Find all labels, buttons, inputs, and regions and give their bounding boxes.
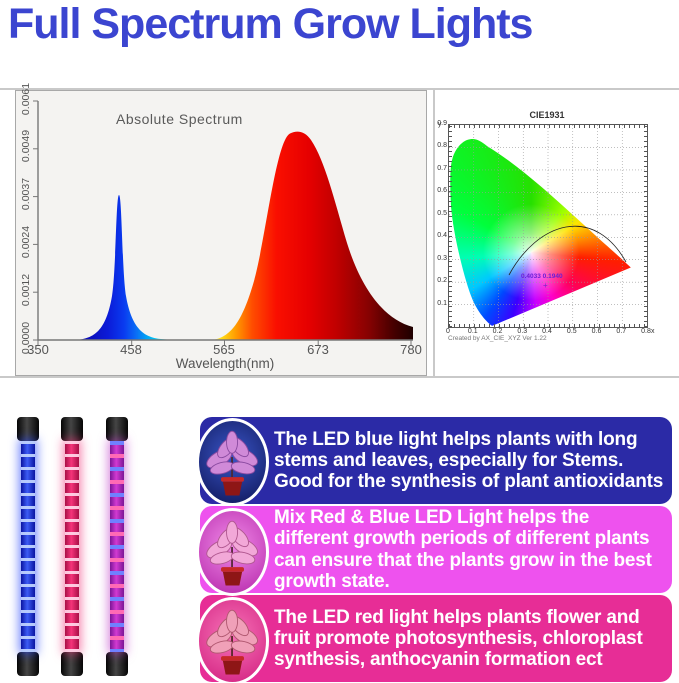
cie-chart-title: CIE1931 xyxy=(529,110,565,120)
cie-y-axis-label: y xyxy=(438,121,442,128)
y-axis-tick: 0.0049 xyxy=(20,129,32,163)
cie-tick-marks xyxy=(449,125,452,327)
tube-body xyxy=(21,441,35,652)
mixed-led-tube xyxy=(106,417,128,676)
x-axis-tick: 780 xyxy=(400,342,422,357)
red-led-tube xyxy=(61,417,83,676)
cie-x-tick: 0.3 xyxy=(517,328,528,335)
cie-chart: CIE1931 y xyxy=(437,90,679,376)
cie-credit-text: Created by AX_CIE_XYZ Ver 1.22 xyxy=(448,335,547,342)
chart-divider xyxy=(433,90,435,376)
y-axis-tick: 0.0037 xyxy=(20,177,32,211)
tube-end-cap xyxy=(17,652,39,676)
tube-end-cap xyxy=(17,417,39,441)
plant-illustration xyxy=(206,430,258,496)
spectrum-chart-title: Absolute Spectrum xyxy=(116,111,243,127)
cie-grid-overlay xyxy=(449,125,647,327)
plant-photo-red-light xyxy=(196,597,269,683)
info-text: Mix Red & Blue LED Light helps the diffe… xyxy=(274,506,652,592)
x-axis-tick: 565 xyxy=(213,342,235,357)
cie-point-marker: + xyxy=(543,281,548,290)
cie-plot: 0.4033 0.1940 + xyxy=(448,124,648,328)
cie-x-tick: 0.6 xyxy=(591,328,602,335)
info-text: The LED red light helps plants flower an… xyxy=(274,606,643,671)
red-peak-area xyxy=(212,131,413,340)
led-chips xyxy=(110,441,124,652)
cie-x-tick: 0.5 xyxy=(566,328,577,335)
plant-photo-blue-light xyxy=(196,418,269,506)
cie-y-tick: 0.3 xyxy=(437,254,447,262)
x-axis-label: Wavelength(nm) xyxy=(175,356,275,371)
tube-end-cap xyxy=(106,417,128,441)
y-axis-tick: 0.0061 xyxy=(20,82,32,116)
cie-y-tick: 0.6 xyxy=(437,187,447,195)
led-chips xyxy=(65,441,79,652)
x-axis-tick: 350 xyxy=(27,342,49,357)
tube-end-cap xyxy=(61,652,83,676)
cie-tick-marks xyxy=(449,125,647,128)
plant-photo-mixed-light xyxy=(196,508,269,596)
blue-led-tube xyxy=(17,417,39,676)
cie-x-axis-label: x xyxy=(651,328,655,335)
spectrum-chart: Absolute Spectrum 0.0000 0.0012 0.0024 0… xyxy=(15,83,427,376)
cie-y-tick: 0.4 xyxy=(437,232,447,240)
page-title: Full Spectrum Grow Lights xyxy=(8,0,533,48)
tube-body xyxy=(65,441,79,652)
y-axis-tick: 0.0012 xyxy=(20,273,32,307)
cie-x-tick: 0 xyxy=(446,328,450,335)
x-axis-tick: 673 xyxy=(307,342,329,357)
info-block-blue-light: The LED blue light helps plants with lon… xyxy=(200,417,672,504)
cie-x-tick: 0.2 xyxy=(492,328,503,335)
tube-body xyxy=(110,441,124,652)
cie-x-tick: 0.4 xyxy=(542,328,552,335)
cie-x-tick: 0.7 xyxy=(616,328,627,335)
cie-y-tick: 0.1 xyxy=(437,299,447,307)
cie-y-tick: 0.7 xyxy=(437,164,447,172)
info-block-red-light: The LED red light helps plants flower an… xyxy=(200,595,672,682)
planckian-locus xyxy=(508,225,627,276)
info-text: The LED blue light helps plants with lon… xyxy=(274,428,664,493)
info-block-mixed-light: Mix Red & Blue LED Light helps the diffe… xyxy=(200,506,672,593)
tube-end-cap xyxy=(61,417,83,441)
y-axis-tick: 0.0024 xyxy=(20,225,32,259)
cie-y-tick: 0.9 xyxy=(437,120,447,127)
plant-illustration xyxy=(206,520,258,586)
charts-strip: Absolute Spectrum 0.0000 0.0012 0.0024 0… xyxy=(0,83,679,378)
cie-annotation: 0.4033 0.1940 xyxy=(521,273,563,280)
cie-y-tick: 0.8 xyxy=(437,142,447,150)
cie-tick-marks xyxy=(449,324,647,327)
plant-illustration xyxy=(206,609,258,675)
cie-tick-marks xyxy=(644,125,647,327)
cie-x-tick: 0.8 xyxy=(641,328,651,335)
cie-y-tick: 0.5 xyxy=(437,209,447,217)
blue-peak-area xyxy=(76,195,191,340)
x-axis-tick: 458 xyxy=(120,342,142,357)
led-chips xyxy=(21,441,35,652)
spectrum-plot xyxy=(33,100,413,345)
cie-x-tick: 0.1 xyxy=(467,328,478,335)
cie-y-tick: 0.2 xyxy=(437,277,447,285)
tube-end-cap xyxy=(106,652,128,676)
